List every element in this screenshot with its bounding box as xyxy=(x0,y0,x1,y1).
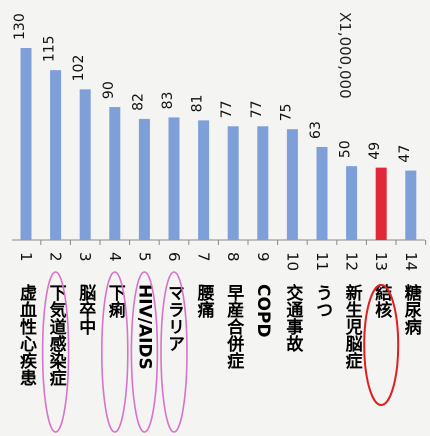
value-label-7: 81 xyxy=(190,95,206,113)
rank-label-2: 2 xyxy=(47,252,65,262)
circle-annotation-13 xyxy=(363,284,400,406)
bar-4 xyxy=(109,107,121,240)
category-label-3: 脳卒中 xyxy=(75,284,96,336)
annotation-circles-group xyxy=(41,271,400,433)
bar-2 xyxy=(50,70,62,241)
rank-label-7: 7 xyxy=(195,252,213,262)
category-label-11: うつ xyxy=(312,284,332,318)
bar-10 xyxy=(286,129,298,240)
value-label-11: 63 xyxy=(308,121,324,139)
value-label-13: 49 xyxy=(367,142,383,160)
bar-5 xyxy=(138,118,150,240)
value-label-3: 102 xyxy=(71,55,87,82)
value-label-5: 82 xyxy=(130,93,146,111)
value-label-6: 83 xyxy=(160,92,176,110)
rank-label-11: 11 xyxy=(313,252,331,271)
rank-label-4: 4 xyxy=(106,252,124,262)
circle-annotation-6 xyxy=(160,271,188,433)
category-label-7: 腰痛 xyxy=(194,284,215,319)
rank-label-3: 3 xyxy=(76,252,94,262)
value-label-1: 130 xyxy=(12,13,28,40)
circle-annotation-4 xyxy=(101,271,129,433)
rank-label-6: 6 xyxy=(165,252,183,262)
circle-annotation-5 xyxy=(130,271,159,433)
bar-1 xyxy=(20,48,32,240)
rank-labels-group: 1 2 3 4 5 6 7 8 9 10 11 12 13 14 xyxy=(17,252,420,271)
value-label-2: 115 xyxy=(42,35,58,62)
value-label-12: 50 xyxy=(338,140,354,158)
value-labels-group: 130 115 102 90 82 83 81 77 77 75 63 50 49 47 xyxy=(12,13,413,162)
rank-label-8: 8 xyxy=(224,252,242,262)
category-label-4: 下痢 xyxy=(105,284,126,319)
bar-9 xyxy=(257,126,269,240)
bar-13 xyxy=(375,167,387,240)
rank-label-12: 12 xyxy=(343,252,361,271)
value-label-10: 75 xyxy=(278,103,294,121)
bar-8 xyxy=(227,126,239,240)
rank-label-1: 1 xyxy=(17,252,35,262)
circle-annotation-2 xyxy=(41,271,70,433)
rank-label-5: 5 xyxy=(135,252,153,262)
rank-label-10: 10 xyxy=(283,252,301,271)
rank-label-9: 9 xyxy=(254,252,272,262)
category-label-13: 結核 xyxy=(371,283,392,319)
category-label-14: 糖尿病 xyxy=(401,283,422,336)
bar-3 xyxy=(79,89,91,240)
category-label-1: 虚血性心疾患 xyxy=(16,284,37,386)
value-label-8: 77 xyxy=(219,100,235,118)
value-label-4: 90 xyxy=(101,81,117,99)
bars-group xyxy=(20,48,417,241)
bar-12 xyxy=(346,166,358,240)
category-label-2: 下気道感染症 xyxy=(46,284,68,387)
unit-note: X1,000,000 xyxy=(336,12,354,99)
bar-6 xyxy=(168,117,180,240)
category-label-12: 新生児脳症 xyxy=(342,283,364,370)
rank-label-14: 14 xyxy=(402,252,420,271)
rank-label-13: 13 xyxy=(372,252,390,271)
bar-14 xyxy=(405,170,417,240)
value-label-9: 77 xyxy=(249,100,265,118)
category-label-10: 交通事故 xyxy=(282,283,303,353)
category-labels-group: 虚血性心疾患 下気道感染症 脳卒中 下痢 HIV/AIDS マラリア 腰痛 早産合併症 COPD… xyxy=(16,283,421,387)
category-label-9: COPD xyxy=(253,284,273,338)
category-label-6: マラリア xyxy=(164,284,184,352)
value-label-14: 47 xyxy=(397,145,413,163)
bar-11 xyxy=(316,146,328,240)
bar-7 xyxy=(198,120,210,240)
category-label-5: HIV/AIDS xyxy=(134,284,154,370)
category-label-8: 早産合併症 xyxy=(223,284,245,370)
tick-marks-group xyxy=(40,240,427,245)
